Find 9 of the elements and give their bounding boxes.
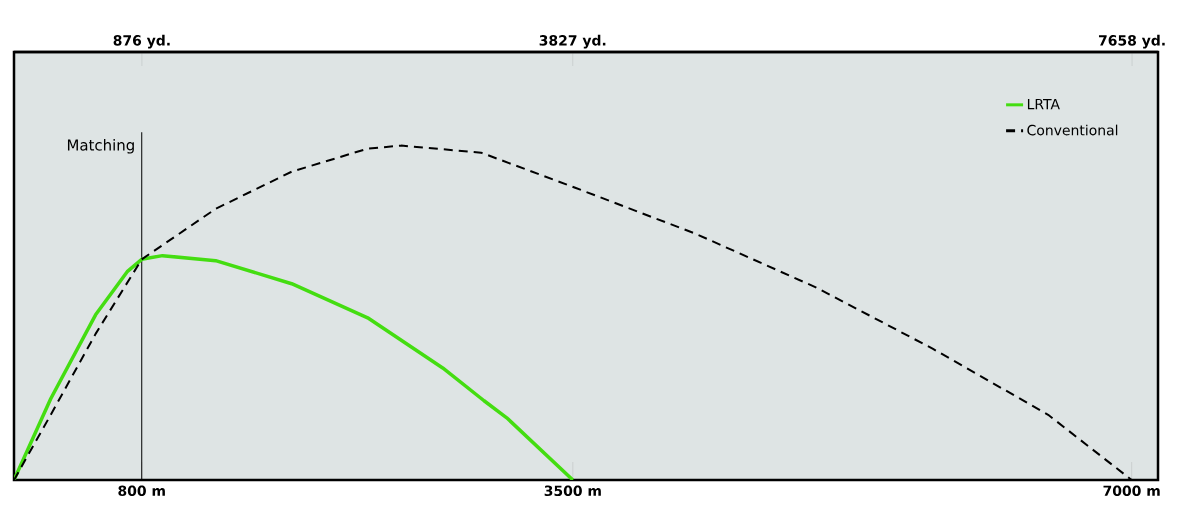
x2-tick-label: 7658 yd. bbox=[1098, 34, 1165, 49]
ref-line-label: Matching bbox=[67, 139, 134, 154]
x-tick-label: 3500 m bbox=[544, 485, 601, 497]
legend-label: LRTA bbox=[1027, 98, 1060, 110]
x-tick-label: 7000 m bbox=[1103, 485, 1160, 497]
x2-tick-label: 3827 yd. bbox=[539, 34, 606, 49]
legend-label: Conventional bbox=[1027, 124, 1118, 136]
x2-tick-label: 876 yd. bbox=[113, 34, 170, 49]
x-tick-label: 800 m bbox=[118, 485, 165, 497]
